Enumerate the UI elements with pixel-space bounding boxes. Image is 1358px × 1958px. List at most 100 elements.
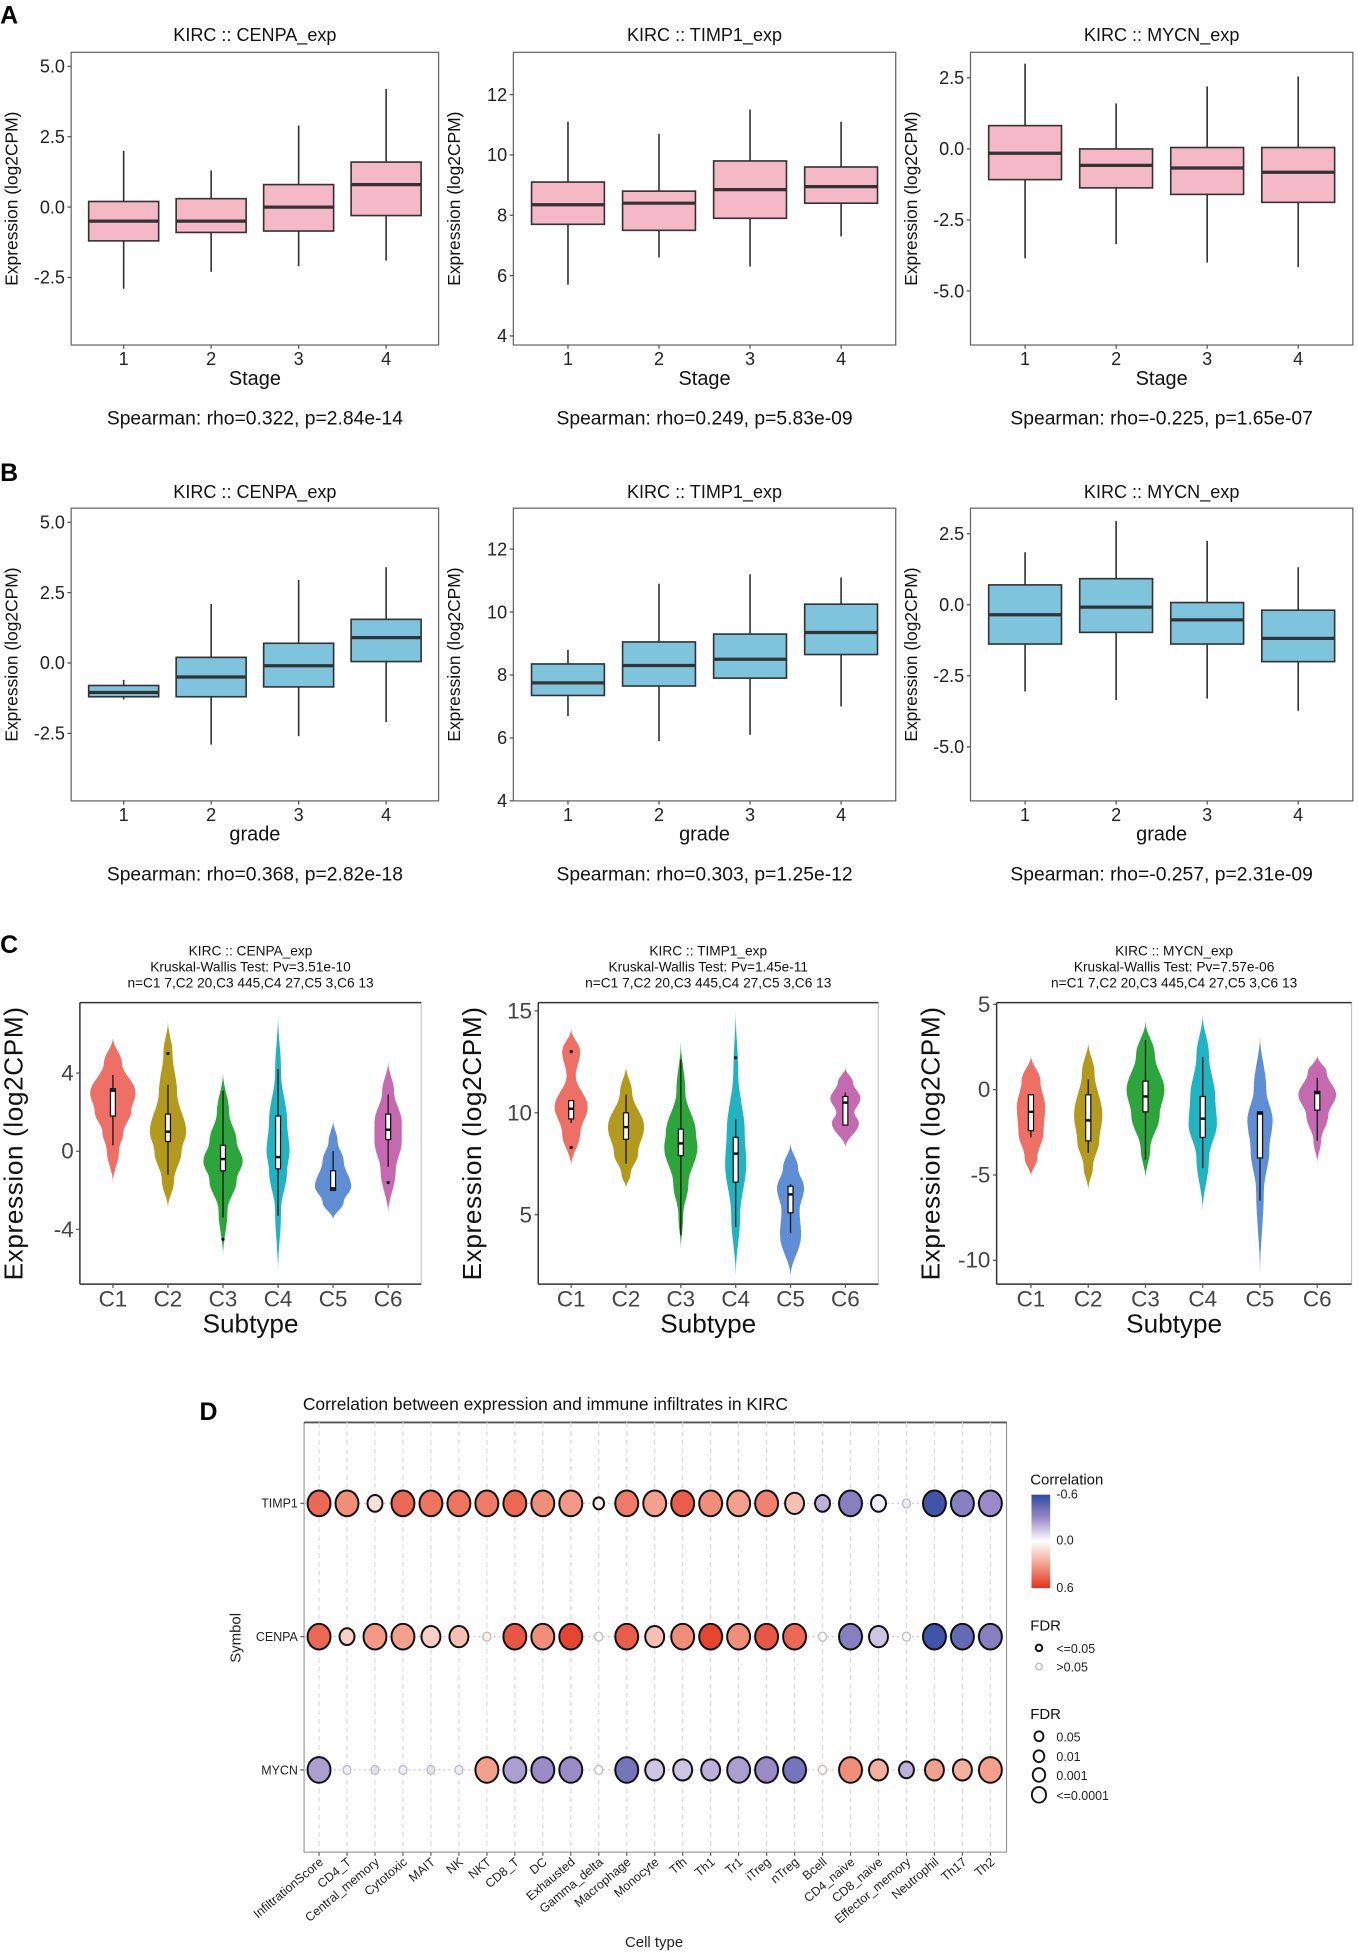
x-tick-label: C3	[209, 1287, 238, 1312]
x-tick-label: 1	[1020, 349, 1030, 369]
y-axis-label: Expression (log2CPM)	[0, 1006, 29, 1280]
x-tick-label: C6	[1303, 1287, 1332, 1312]
legend-size-label: 0.001	[1056, 1769, 1087, 1783]
box-1	[987, 63, 1063, 259]
dot-timp1-th1	[698, 1489, 724, 1518]
x-tick-label: 3	[1202, 805, 1212, 825]
panel-label-a: A	[0, 2, 18, 30]
box-3	[1169, 86, 1245, 263]
box-4	[803, 577, 879, 707]
box-1	[987, 552, 1063, 692]
dot-timp1-effector_memory	[901, 1498, 912, 1509]
box-iqr	[1169, 601, 1245, 645]
row-timp1: TIMP1	[261, 1489, 1007, 1518]
outlier-point	[386, 1180, 390, 1185]
dot-cenpa-cd4_t	[338, 1627, 356, 1647]
y-tick-label: 12	[487, 539, 507, 559]
x-axis-label: grade	[229, 824, 280, 846]
chart-title: KIRC :: MYCN_exp	[1084, 482, 1239, 503]
x-tick-label: 1	[119, 805, 129, 825]
chart-title-line: KIRC :: CENPA_exp	[189, 943, 313, 958]
spearman-caption: Spearman: rho=0.303, p=1.25e-12	[556, 865, 852, 886]
box-iqr	[350, 618, 422, 663]
box-2	[1078, 103, 1154, 245]
violin-C5	[1247, 1035, 1273, 1274]
plot-frame	[512, 507, 897, 802]
x-axis-label: Stage	[1136, 368, 1188, 390]
dot-cenpa-bcell	[817, 1631, 828, 1642]
plot-frame	[70, 507, 440, 802]
y-tick-label: MYCN	[261, 1763, 298, 1777]
x-axis-label: grade	[1136, 824, 1187, 846]
chart-title: Correlation between expression and immun…	[303, 1394, 788, 1414]
legend-size-dot	[1032, 1749, 1046, 1764]
y-tick-label: 5	[978, 992, 990, 1017]
violin-C5	[314, 1119, 352, 1220]
box-iqr	[1085, 1094, 1092, 1142]
box-iqr	[1314, 1090, 1321, 1111]
x-tick-label: 2	[654, 805, 664, 825]
y-tick-label: 0.0	[939, 595, 964, 615]
chart-title-line: KIRC :: TIMP1_exp	[649, 943, 767, 958]
x-tick-label: 1	[563, 349, 573, 369]
legend-size-label: <=0.0001	[1056, 1789, 1109, 1803]
box-2	[621, 583, 697, 742]
y-axis-label: Expression (log2CPM)	[444, 567, 464, 741]
outlier-point	[166, 1051, 170, 1056]
dot-mycn-monocyte	[644, 1758, 666, 1782]
dot-mycn-effector_memory	[897, 1760, 915, 1780]
dot-mycn-central_memory	[370, 1764, 380, 1776]
dot-mycn-tfh	[672, 1758, 694, 1782]
box-iqr	[164, 1113, 172, 1143]
x-tick-label: C1	[1017, 1287, 1046, 1312]
x-tick-label: 2	[654, 349, 664, 369]
chart-title-line: Kruskal-Wallis Test: Pv=7.57e-06	[1074, 960, 1275, 975]
box-4	[1260, 76, 1336, 267]
box-2	[175, 170, 247, 272]
box-1	[530, 121, 606, 285]
chart-title-line: Kruskal-Wallis Test: Pv=3.51e-10	[150, 960, 351, 975]
x-tick-label: C6	[831, 1287, 860, 1312]
chart-title: KIRC :: CENPA_exp	[173, 482, 336, 503]
y-tick-label: -2.5	[34, 724, 65, 744]
x-tick-label: C4	[721, 1287, 750, 1312]
color-bar-tick-label: 0.0	[1056, 1533, 1073, 1547]
violin-C2	[607, 1065, 645, 1189]
dot-cenpa-th17	[949, 1622, 975, 1651]
y-tick-label: 4	[497, 326, 507, 346]
dot-timp1-nkt	[474, 1489, 500, 1518]
dot-timp1-dc	[530, 1489, 556, 1518]
dot-mycn-th17	[951, 1758, 973, 1782]
box-1	[87, 150, 160, 289]
plot-frame	[512, 51, 897, 346]
y-axis-label: Expression (log2CPM)	[457, 1006, 487, 1280]
x-tick-label: 4	[1293, 349, 1303, 369]
x-axis-label: Subtype	[203, 1309, 299, 1339]
dot-timp1-nk	[446, 1489, 472, 1518]
spearman-caption: Spearman: rho=-0.225, p=1.65e-07	[1010, 409, 1313, 430]
legend-size-dot	[1031, 1767, 1047, 1783]
dot-cenpa-infiltrationscore	[306, 1622, 332, 1651]
x-axis-label: grade	[679, 824, 730, 846]
x-tick-label: C5	[776, 1287, 805, 1312]
box-iqr	[175, 197, 247, 234]
dot-cenpa-cd8_t	[502, 1622, 528, 1651]
dot-timp1-infiltrationscore	[306, 1489, 332, 1518]
x-tick-label: C1	[99, 1287, 128, 1312]
outlier-point	[734, 1056, 738, 1060]
dot-cenpa-dc	[530, 1622, 556, 1651]
y-tick-label: 10	[507, 1100, 532, 1125]
box-iqr	[385, 1113, 392, 1141]
box-iqr	[1169, 146, 1245, 196]
dot-timp1-macrophage	[614, 1489, 640, 1518]
outlier-point	[569, 1050, 573, 1054]
box-iqr	[712, 633, 788, 679]
x-tick-label: 2	[1111, 349, 1121, 369]
dot-mycn-nk	[454, 1764, 464, 1776]
chart-title-line: KIRC :: MYCN_exp	[1115, 943, 1233, 958]
legend-title-fdr-size: FDR	[1030, 1706, 1061, 1723]
dot-timp1-th2	[977, 1489, 1003, 1518]
dot-timp1-cd8_t	[502, 1489, 528, 1518]
